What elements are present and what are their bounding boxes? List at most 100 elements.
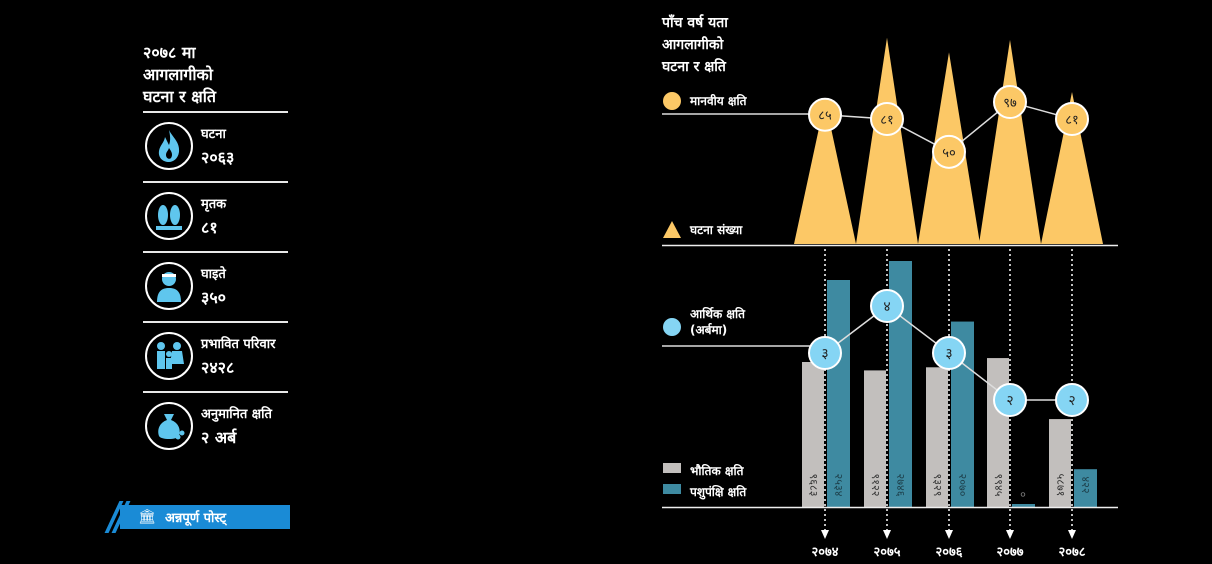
human-loss-point xyxy=(808,97,842,132)
left-panel-title: २०७८ मा आगलागीको घटना र क्षति xyxy=(143,42,216,108)
stat-label: घाइते xyxy=(201,267,226,282)
family-icon xyxy=(145,332,193,380)
legend-livestock-loss: पशुपंक्षि क्षति xyxy=(690,485,747,499)
title-line: आगलागीको xyxy=(662,37,724,53)
stat-incidents: घटना २०६३ xyxy=(143,122,293,182)
stat-label: मृतक xyxy=(201,197,227,212)
bar-value-label: ४२२ xyxy=(1079,476,1092,493)
bar-value-label: ५८७१ xyxy=(1054,474,1067,497)
bar-physical-loss xyxy=(926,367,948,507)
legend-human-loss: मानवीय क्षति xyxy=(690,94,747,108)
arrow-down-icon xyxy=(821,530,829,539)
legend-physical-marker xyxy=(663,463,681,473)
economic-loss-point xyxy=(932,336,966,370)
bar-value-label: २०७० xyxy=(956,474,969,497)
x-tick-label: २०७७ xyxy=(996,545,1024,560)
human-loss-label: ८५ xyxy=(818,109,832,124)
title-line: २०७८ मा xyxy=(143,43,196,62)
money-bag-icon xyxy=(145,402,193,450)
human-loss-label: ८१ xyxy=(880,113,894,128)
stat-value: २४२८ xyxy=(201,358,235,377)
bar-value-label: ९६८३ xyxy=(807,474,820,497)
legend-line: आर्थिक क्षति xyxy=(690,307,745,321)
stat-affected-families: प्रभावित परिवार २४२८ xyxy=(143,332,293,392)
stat-value: ८१ xyxy=(201,218,218,237)
bar-livestock-loss xyxy=(1074,469,1097,507)
human-loss-point xyxy=(870,101,904,136)
divider xyxy=(143,181,288,183)
economic-loss-label: २ xyxy=(1068,393,1075,409)
arrow-down-icon xyxy=(1068,530,1076,539)
legend-livestock-marker xyxy=(663,484,681,494)
economic-loss-label: २ xyxy=(1006,393,1013,409)
economic-loss-label: ३ xyxy=(945,346,952,362)
x-tick-label: २०७५ xyxy=(873,545,901,560)
human-loss-label: ८१ xyxy=(1065,113,1079,128)
title-line: घटना र क्षति xyxy=(662,59,726,75)
economic-loss-point xyxy=(1055,383,1089,417)
human-loss-label: ५० xyxy=(942,146,956,161)
bar-livestock-loss xyxy=(827,280,850,507)
legend-economic-marker xyxy=(663,318,681,336)
arrow-down-icon xyxy=(883,530,891,539)
arrow-down-icon xyxy=(945,530,953,539)
title-line: आगलागीको xyxy=(143,65,213,84)
human-loss-point xyxy=(932,134,966,169)
legend-line: (अर्बमा) xyxy=(690,323,728,337)
fire-icon xyxy=(145,122,193,170)
x-tick-label: २०७४ xyxy=(811,545,839,560)
bar-value-label: २७४६ xyxy=(894,474,907,497)
economic-loss-label: ३ xyxy=(821,346,828,362)
legend-economic-loss: आर्थिक क्षति (अर्बमा) xyxy=(690,306,745,338)
temple-icon: 🏛 xyxy=(138,509,156,525)
bar-physical-loss xyxy=(864,370,886,507)
arrow-down-icon xyxy=(1006,530,1014,539)
title-line: पाँच वर्ष यता xyxy=(662,15,728,31)
bar-livestock-loss xyxy=(889,261,912,507)
legend-incidents-marker xyxy=(663,221,681,238)
bar-value-label: २५३४ xyxy=(832,474,845,497)
chart-title: पाँच वर्ष यता आगलागीको घटना र क्षति xyxy=(662,12,728,78)
feet-icon xyxy=(145,192,193,240)
title-line: घटना र क्षति xyxy=(143,87,216,106)
logo-text: अन्नपूर्ण पोस्ट् xyxy=(165,511,227,526)
stat-injured: घाइते ३५० xyxy=(143,262,293,322)
stat-value: ३५० xyxy=(201,288,226,307)
x-tick-label: २०७६ xyxy=(935,545,963,560)
bar-livestock-loss xyxy=(1012,504,1035,507)
brand-logo: 🏛 अन्नपूर्ण पोस्ट् xyxy=(120,505,290,529)
bar-value-label: ९१२२ xyxy=(869,474,882,497)
incident-triangle xyxy=(979,39,1041,244)
legend-human-loss-marker xyxy=(663,92,681,110)
injured-person-icon xyxy=(145,262,193,310)
bar-physical-loss xyxy=(1049,419,1071,507)
economic-loss-point xyxy=(870,289,904,323)
bar-value-label: ९३२९ xyxy=(931,474,944,497)
legend-physical-loss: भौतिक क्षति xyxy=(690,464,744,478)
stat-value: २०६३ xyxy=(201,148,235,167)
stat-value: २ अर्ब xyxy=(201,428,237,447)
x-tick-label: २०७८ xyxy=(1058,545,1086,560)
economic-loss-point xyxy=(808,336,842,370)
incident-triangle xyxy=(1041,92,1103,244)
stat-label: प्रभावित परिवार xyxy=(201,337,276,352)
human-loss-point xyxy=(993,85,1027,119)
economic-loss-label: ४ xyxy=(883,299,890,315)
human-loss-label: ९७ xyxy=(1003,96,1017,111)
incident-triangle xyxy=(794,100,856,244)
economic-loss-point xyxy=(993,383,1027,417)
bar-physical-loss xyxy=(802,362,824,507)
stat-estimated-loss: अनुमानित क्षति २ अर्ब xyxy=(143,402,293,462)
stat-label: अनुमानित क्षति xyxy=(201,407,272,422)
stat-label: घटना xyxy=(201,127,226,142)
incident-triangle xyxy=(856,37,918,244)
legend-incidents: घटना संख्या xyxy=(690,223,743,237)
divider xyxy=(143,321,288,323)
divider xyxy=(143,251,288,253)
stat-deaths: मृतक ८१ xyxy=(143,192,293,252)
human-loss-point xyxy=(1055,101,1089,136)
divider xyxy=(143,111,288,113)
bar-value-label: ९९४५ xyxy=(992,474,1005,497)
divider xyxy=(143,391,288,393)
